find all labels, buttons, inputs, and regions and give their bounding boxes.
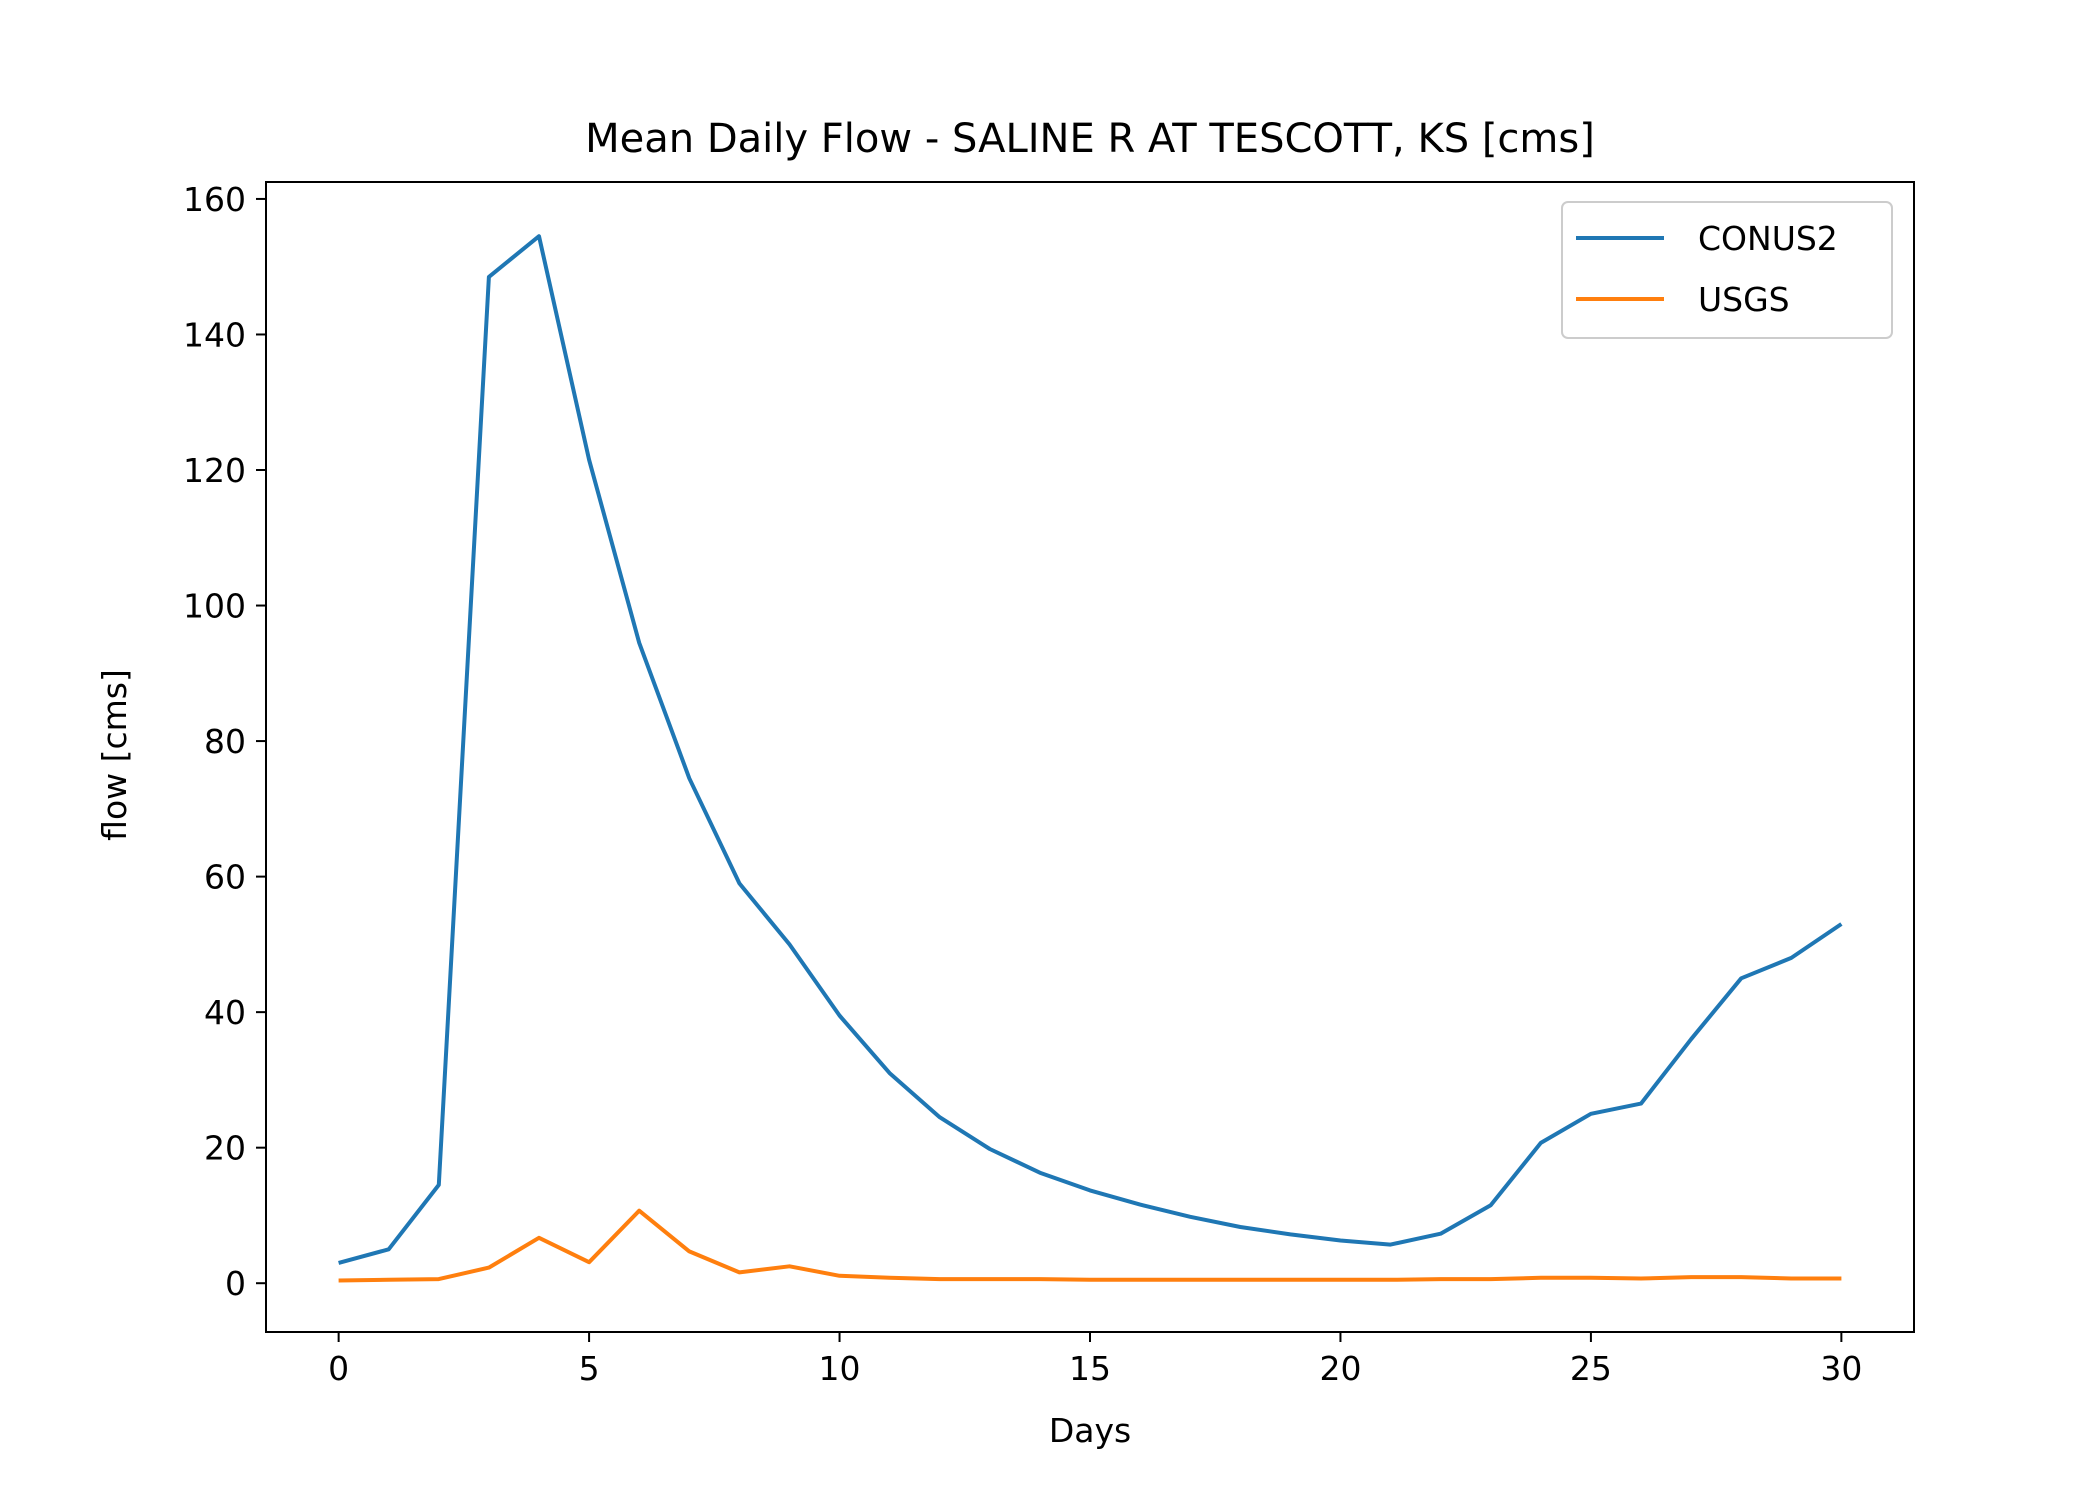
x-tick-label: 10 [819, 1349, 861, 1388]
x-tick-label: 15 [1069, 1349, 1111, 1388]
y-tick-label: 100 [183, 587, 246, 626]
y-tick-label: 40 [204, 993, 246, 1032]
x-tick-label: 25 [1570, 1349, 1612, 1388]
chart-title: Mean Daily Flow - SALINE R AT TESCOTT, K… [585, 116, 1595, 162]
y-tick-label: 120 [183, 451, 246, 490]
y-tick-label: 20 [204, 1129, 246, 1168]
legend-label-conus2: CONUS2 [1698, 219, 1838, 258]
series-line-conus2 [338, 234, 1843, 1265]
y-tick-label: 160 [183, 180, 246, 219]
plot-area: 0 5 10 15 20 25 30 0 20 40 60 80 100 120 140 160 [183, 180, 1915, 1388]
legend-label-usgs: USGS [1698, 280, 1790, 319]
legend: CONUS2 USGS [1561, 201, 1893, 339]
y-tick-label: 0 [225, 1264, 246, 1303]
x-axis-title: Days [1049, 1411, 1131, 1450]
x-tick-label: 5 [579, 1349, 600, 1388]
x-tick-label: 30 [1820, 1349, 1862, 1388]
y-axis-title: flow [cms] [95, 669, 134, 841]
y-tick-label: 60 [204, 858, 246, 897]
x-tick-label: 20 [1319, 1349, 1361, 1388]
series-line-usgs [338, 1208, 1842, 1283]
x-tick-label: 0 [328, 1349, 349, 1388]
y-tick-label: 80 [204, 722, 246, 761]
y-tick-label: 140 [183, 315, 246, 354]
